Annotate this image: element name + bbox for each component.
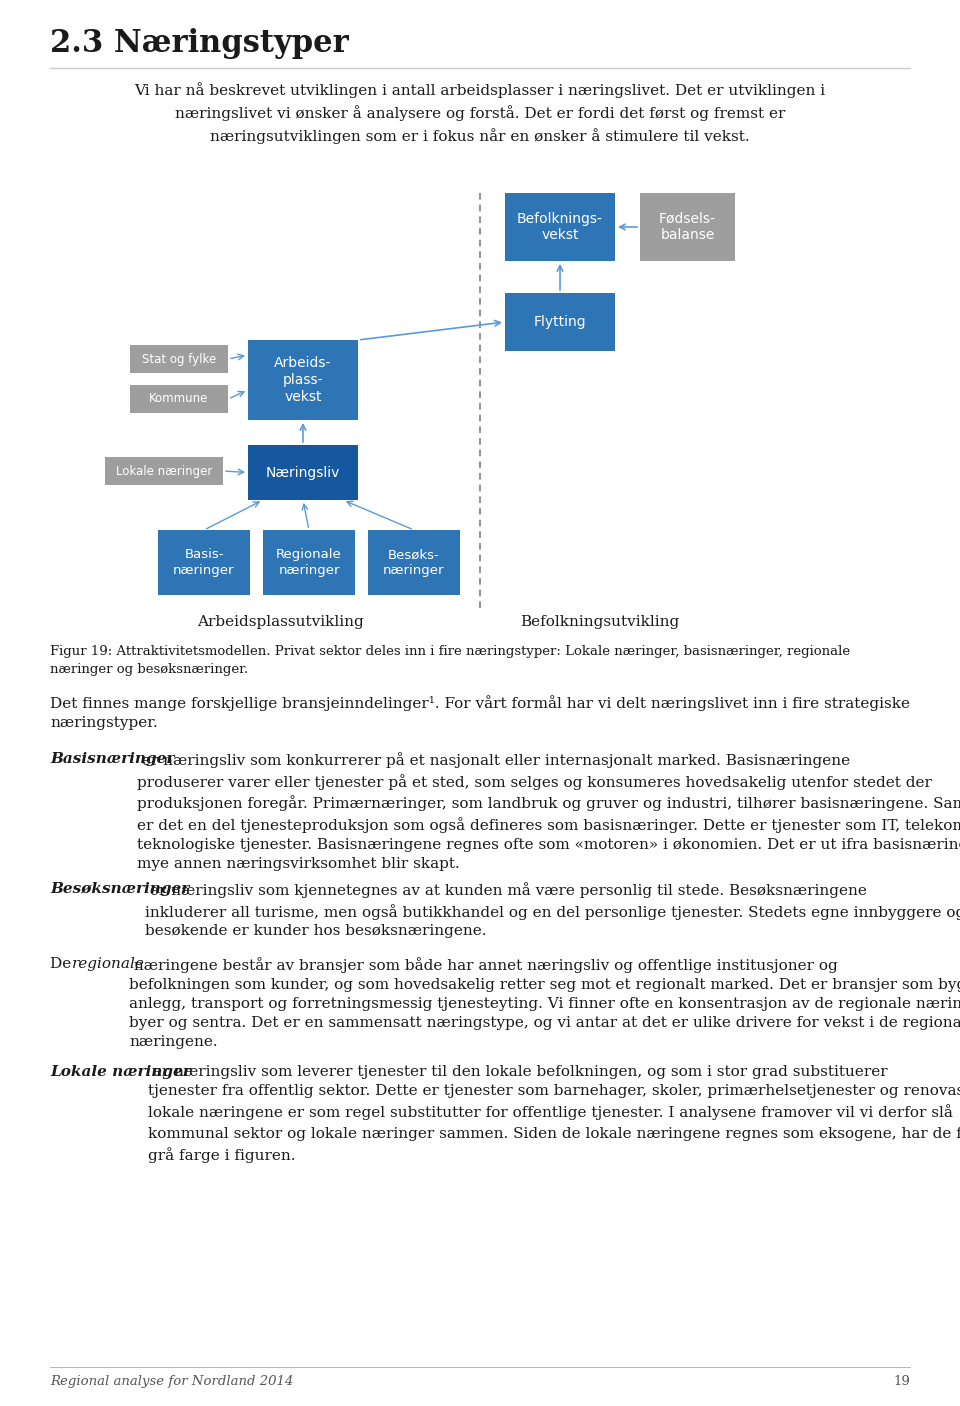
Text: Lokale næringer: Lokale næringer — [116, 464, 212, 478]
FancyBboxPatch shape — [130, 385, 228, 413]
Text: Stat og fylke: Stat og fylke — [142, 353, 216, 366]
Text: Det finnes mange forskjellige bransjeinndelinger¹. For vårt formål har vi delt n: Det finnes mange forskjellige bransjeinn… — [50, 695, 910, 730]
Text: Besøksnæringer: Besøksnæringer — [50, 882, 189, 896]
FancyBboxPatch shape — [248, 340, 358, 420]
Text: er næringsliv som kjennetegnes av at kunden må være personlig til stede. Besøksn: er næringsliv som kjennetegnes av at kun… — [145, 882, 960, 938]
Text: Basis-
næringer: Basis- næringer — [173, 548, 235, 576]
FancyBboxPatch shape — [263, 530, 355, 595]
Text: Kommune: Kommune — [150, 392, 208, 405]
Text: er næringsliv som leverer tjenester til den lokale befolkningen, og som i stor g: er næringsliv som leverer tjenester til … — [148, 1064, 960, 1163]
Text: er næringsliv som konkurrerer på et nasjonalt eller internasjonalt marked. Basis: er næringsliv som konkurrerer på et nasj… — [137, 752, 960, 870]
Text: Arbeids-
plass-
vekst: Arbeids- plass- vekst — [275, 356, 332, 404]
Text: Regional analyse for Nordland 2014: Regional analyse for Nordland 2014 — [50, 1375, 293, 1388]
Text: Flytting: Flytting — [534, 315, 587, 329]
Text: Basisnæringer: Basisnæringer — [50, 752, 175, 766]
Text: De: De — [50, 957, 76, 972]
Text: Arbeidsplassutvikling: Arbeidsplassutvikling — [197, 614, 364, 628]
Text: Regionale
næringer: Regionale næringer — [276, 548, 342, 576]
Text: Fødsels-
balanse: Fødsels- balanse — [660, 212, 716, 242]
Text: 2.3 Næringstyper: 2.3 Næringstyper — [50, 28, 348, 59]
FancyBboxPatch shape — [640, 193, 735, 262]
FancyBboxPatch shape — [158, 530, 250, 595]
Text: Figur 19: Attraktivitetsmodellen. Privat sektor deles inn i fire næringstyper: L: Figur 19: Attraktivitetsmodellen. Privat… — [50, 645, 851, 675]
Text: Besøks-
næringer: Besøks- næringer — [383, 548, 444, 576]
Text: Næringsliv: Næringsliv — [266, 465, 340, 479]
FancyBboxPatch shape — [505, 193, 615, 262]
Text: Lokale næringer: Lokale næringer — [50, 1064, 191, 1078]
FancyBboxPatch shape — [105, 457, 223, 485]
Text: 19: 19 — [893, 1375, 910, 1388]
Text: regionale: regionale — [72, 957, 145, 972]
FancyBboxPatch shape — [505, 292, 615, 352]
Text: Befolkningsutvikling: Befolkningsutvikling — [520, 614, 680, 628]
Text: næringene består av bransjer som både har annet næringsliv og offentlige institu: næringene består av bransjer som både ha… — [129, 957, 960, 1049]
FancyBboxPatch shape — [368, 530, 460, 595]
Text: Befolknings-
vekst: Befolknings- vekst — [517, 212, 603, 242]
Text: Vi har nå beskrevet utviklingen i antall arbeidsplasser i næringslivet. Det er u: Vi har nå beskrevet utviklingen i antall… — [134, 82, 826, 143]
FancyBboxPatch shape — [130, 344, 228, 373]
FancyBboxPatch shape — [248, 446, 358, 501]
